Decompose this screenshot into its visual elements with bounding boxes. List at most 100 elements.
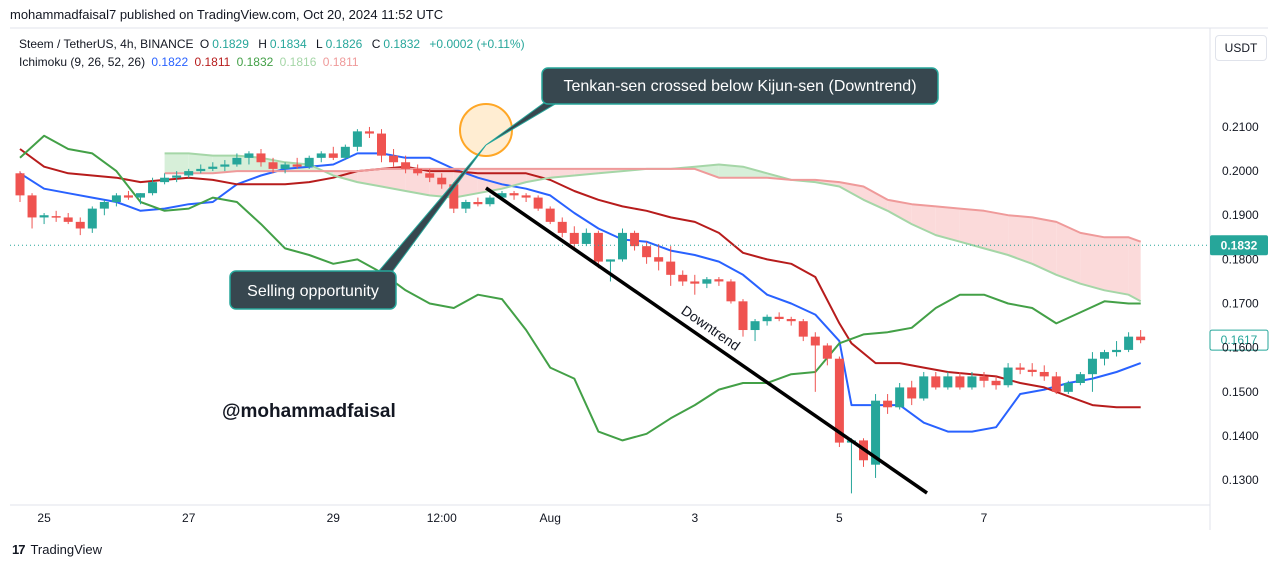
published-caption: mohammadfaisal7 published on TradingView…: [10, 7, 444, 22]
candle: [401, 155, 411, 174]
indicator-legend: Ichimoku (9, 26, 52, 26) 0.1822 0.1811 0…: [19, 55, 362, 69]
candle: [883, 394, 893, 414]
cloud-segment: [1008, 215, 1033, 264]
callout-tenkan-cross-text: Tenkan-sen crossed below Kijun-sen (Down…: [563, 78, 916, 95]
cloud-segment: [935, 206, 960, 242]
candle: [1027, 363, 1037, 377]
candle: [268, 157, 278, 174]
candle-body: [834, 358, 844, 443]
series-line-spanB: [164, 167, 1142, 243]
x-tick-label: 29: [327, 511, 341, 525]
cloud-segment: [405, 168, 430, 196]
candle-body: [63, 217, 73, 222]
candle-body: [545, 208, 555, 222]
candle-body: [822, 345, 832, 359]
candle-body: [437, 177, 447, 185]
cloud-segment: [984, 210, 1009, 255]
tradingview-brand: TradingView: [30, 542, 103, 557]
candle-body: [967, 376, 977, 388]
candle: [389, 149, 399, 167]
candle-body: [51, 216, 61, 218]
indicator-name[interactable]: Ichimoku (9, 26, 52, 26): [19, 55, 146, 69]
candle: [87, 206, 97, 233]
tradingview-footer: 17 TradingView: [12, 542, 102, 557]
candle-body: [268, 162, 278, 169]
candle: [919, 371, 929, 401]
callout-selling: [229, 270, 397, 310]
candle-body: [895, 387, 905, 408]
cloud-segment: [911, 204, 936, 236]
candle-body: [136, 193, 145, 198]
candle-body: [750, 321, 760, 331]
candle-body: [497, 193, 507, 198]
candle-body: [75, 221, 85, 229]
y-tick-label: 0.2100: [1222, 120, 1259, 134]
cloud-segment: [188, 153, 213, 174]
candle-body: [738, 301, 748, 331]
candle: [931, 371, 941, 390]
candle: [473, 197, 483, 207]
candle-body: [196, 168, 206, 172]
indicator-value-chikou: 0.1832: [236, 55, 274, 69]
candle-body: [630, 232, 640, 247]
candle: [581, 228, 591, 247]
candle-body: [232, 157, 242, 165]
candle-body: [111, 195, 121, 202]
y-tick-label: 0.1700: [1222, 297, 1259, 311]
candle: [690, 274, 700, 295]
candle-body: [726, 281, 736, 302]
candle-body: [907, 387, 917, 399]
candle-body: [931, 376, 941, 388]
candle: [943, 371, 953, 390]
candle: [967, 371, 977, 390]
candle: [1112, 341, 1122, 357]
candle: [714, 277, 724, 286]
candle: [63, 213, 73, 225]
candle: [991, 376, 1001, 390]
candle: [244, 151, 254, 165]
cloud-segment: [1032, 217, 1057, 275]
candle-body: [340, 146, 350, 158]
candle: [822, 343, 832, 366]
candle: [15, 171, 25, 202]
x-tick-label: 3: [691, 511, 698, 525]
candle-body: [1124, 336, 1134, 350]
callout-selling-text: Selling opportunity: [247, 283, 379, 300]
candle: [1063, 380, 1073, 395]
candle-body: [871, 400, 881, 465]
candle-body: [605, 259, 615, 262]
candle-body: [762, 316, 772, 322]
candle-body: [774, 316, 784, 319]
candle-body: [702, 279, 712, 284]
candle-body: [678, 274, 688, 282]
candle: [123, 190, 133, 200]
candle: [232, 153, 242, 167]
candle: [340, 144, 350, 161]
author-watermark: @mohammadfaisal: [222, 401, 396, 422]
y-tick-label: 0.2000: [1222, 164, 1259, 178]
candle: [1100, 349, 1109, 366]
candle-body: [618, 232, 627, 260]
candle: [184, 168, 194, 178]
candle-body: [1087, 358, 1097, 375]
candle-body: [786, 318, 796, 322]
candle-body: [461, 201, 471, 209]
x-tick-label: 12:00: [427, 511, 457, 525]
candle: [328, 146, 338, 161]
currency-button[interactable]: USDT: [1215, 35, 1267, 61]
candle-body: [569, 232, 579, 244]
candle: [292, 157, 302, 169]
candle-body: [99, 201, 109, 209]
candle-body: [1063, 383, 1073, 392]
symbol-name[interactable]: Steem / TetherUS, 4h, BINANCE: [19, 37, 194, 51]
y-tick-label: 0.1900: [1222, 208, 1259, 222]
candle-body: [557, 221, 567, 233]
last-price-label: 0.1832: [1221, 238, 1258, 252]
candle: [630, 230, 640, 251]
candle: [352, 129, 362, 152]
candle: [545, 206, 555, 225]
cloud-segment: [887, 199, 912, 225]
candle: [256, 149, 266, 167]
